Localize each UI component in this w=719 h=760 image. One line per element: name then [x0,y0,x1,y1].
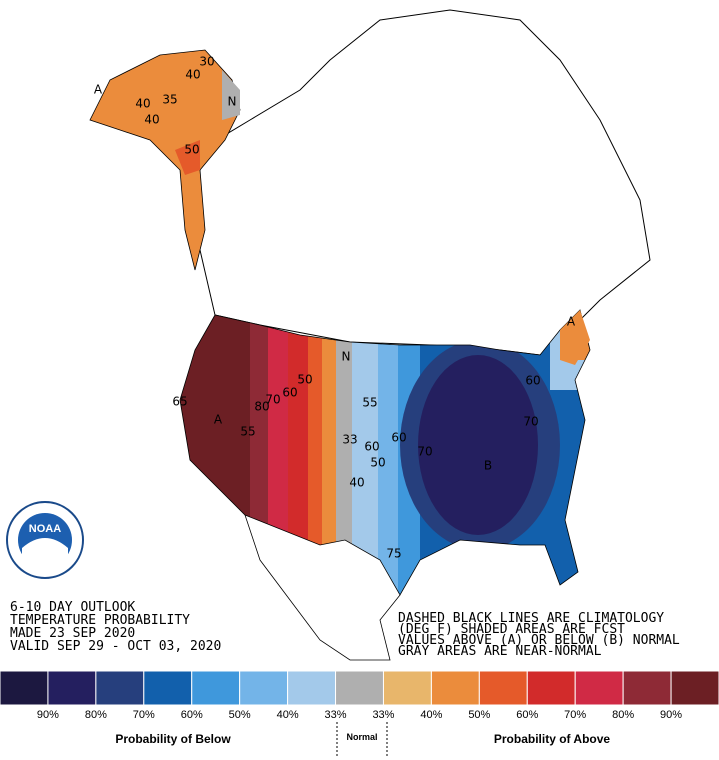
logo-text: NOAA [29,523,61,535]
legend-title: Probability of Below [115,732,231,746]
shade-band [288,310,308,595]
legend-label: 70% [133,709,155,721]
shade-band [308,310,322,595]
map-label: 30 [199,55,214,69]
map-label: 55 [362,396,377,410]
shade-band [250,310,268,595]
legend-swatch [47,670,97,706]
shade-band [378,310,398,595]
shade-band [322,310,336,595]
map-label: N [228,95,237,109]
map-label: 60 [525,374,540,388]
legend-swatch [430,670,480,706]
map-label: A [94,83,103,97]
legend-label: 40% [420,709,442,721]
legend-title: Normal [346,732,377,742]
map-label: 60 [364,440,379,454]
legend-swatch [526,670,576,706]
legend-label: 80% [85,709,107,721]
legend-swatch [239,670,289,706]
us-outline [179,309,591,596]
note-line: (DEG F) SHADED AREAS ARE FCST [398,622,625,637]
legend-label: 50% [229,709,251,721]
legend-label: 70% [564,709,586,721]
header-line: MADE 23 SEP 2020 [10,626,135,641]
header-line: TEMPERATURE PROBABILITY [10,613,190,628]
legend-swatch [335,670,384,706]
legend-label: 90% [660,709,682,721]
map-label: 40 [144,113,159,127]
alaska-red [175,140,200,175]
map-label: 55 [240,425,255,439]
legend-swatch [191,670,241,706]
map-label: 80 [254,400,269,414]
header-line: 6-10 DAY OUTLOOK [10,600,135,615]
alaska [89,49,241,271]
legend-swatch [0,670,49,706]
alaska-near-normal [222,70,240,120]
note-line: DASHED BLACK LINES ARE CLIMATOLOGY [398,611,664,626]
mexico [244,514,401,661]
map-label: B [484,459,492,473]
legend-label: 50% [468,709,490,721]
legend-swatch [622,670,672,706]
legend-title: Probability of Above [494,732,611,746]
shade-band [336,310,352,595]
note-line: VALUES ABOVE (A) OR BELOW (B) NORMAL [398,633,680,648]
legend-swatch [287,670,337,706]
noaa-logo: NOAA [6,501,84,579]
canada [199,9,651,356]
map-label: 70 [265,393,280,407]
map-label: 60 [391,431,406,445]
shade-band [268,310,288,595]
map-label: 33 [342,433,357,447]
map-label: 40 [135,97,150,111]
legend-label: 60% [181,709,203,721]
map-label: 40 [349,476,364,490]
map-label: 60 [282,386,297,400]
map-label: 65 [172,395,187,409]
map-label: 35 [162,93,177,107]
map-label: 50 [297,373,312,387]
shade-band [418,355,538,535]
legend-swatch [670,670,719,706]
note-line: GRAY AREAS ARE NEAR-NORMAL [398,644,602,659]
legend-swatch [574,670,624,706]
legend-label: 33% [372,709,394,721]
map-label: 70 [417,445,432,459]
map-label: 50 [184,143,199,157]
legend-label: 40% [277,709,299,721]
shade-band [180,310,250,595]
legend-label: 33% [325,709,347,721]
legend-swatch [478,670,528,706]
map-label: 70 [523,415,538,429]
map-label: 40 [185,68,200,82]
map-label: 75 [386,547,401,561]
legend-swatch [95,670,145,706]
legend-label: 60% [516,709,538,721]
legend-swatch [143,670,193,706]
map-label: 50 [370,456,385,470]
map-label: A [567,315,576,329]
legend-swatch [382,670,432,706]
legend-label: 90% [37,709,59,721]
new-england [560,310,590,365]
header-line: VALID SEP 29 - OCT 03, 2020 [10,639,221,654]
legend-label: 80% [612,709,634,721]
map-label: A [214,413,223,427]
map-label: N [342,350,351,364]
